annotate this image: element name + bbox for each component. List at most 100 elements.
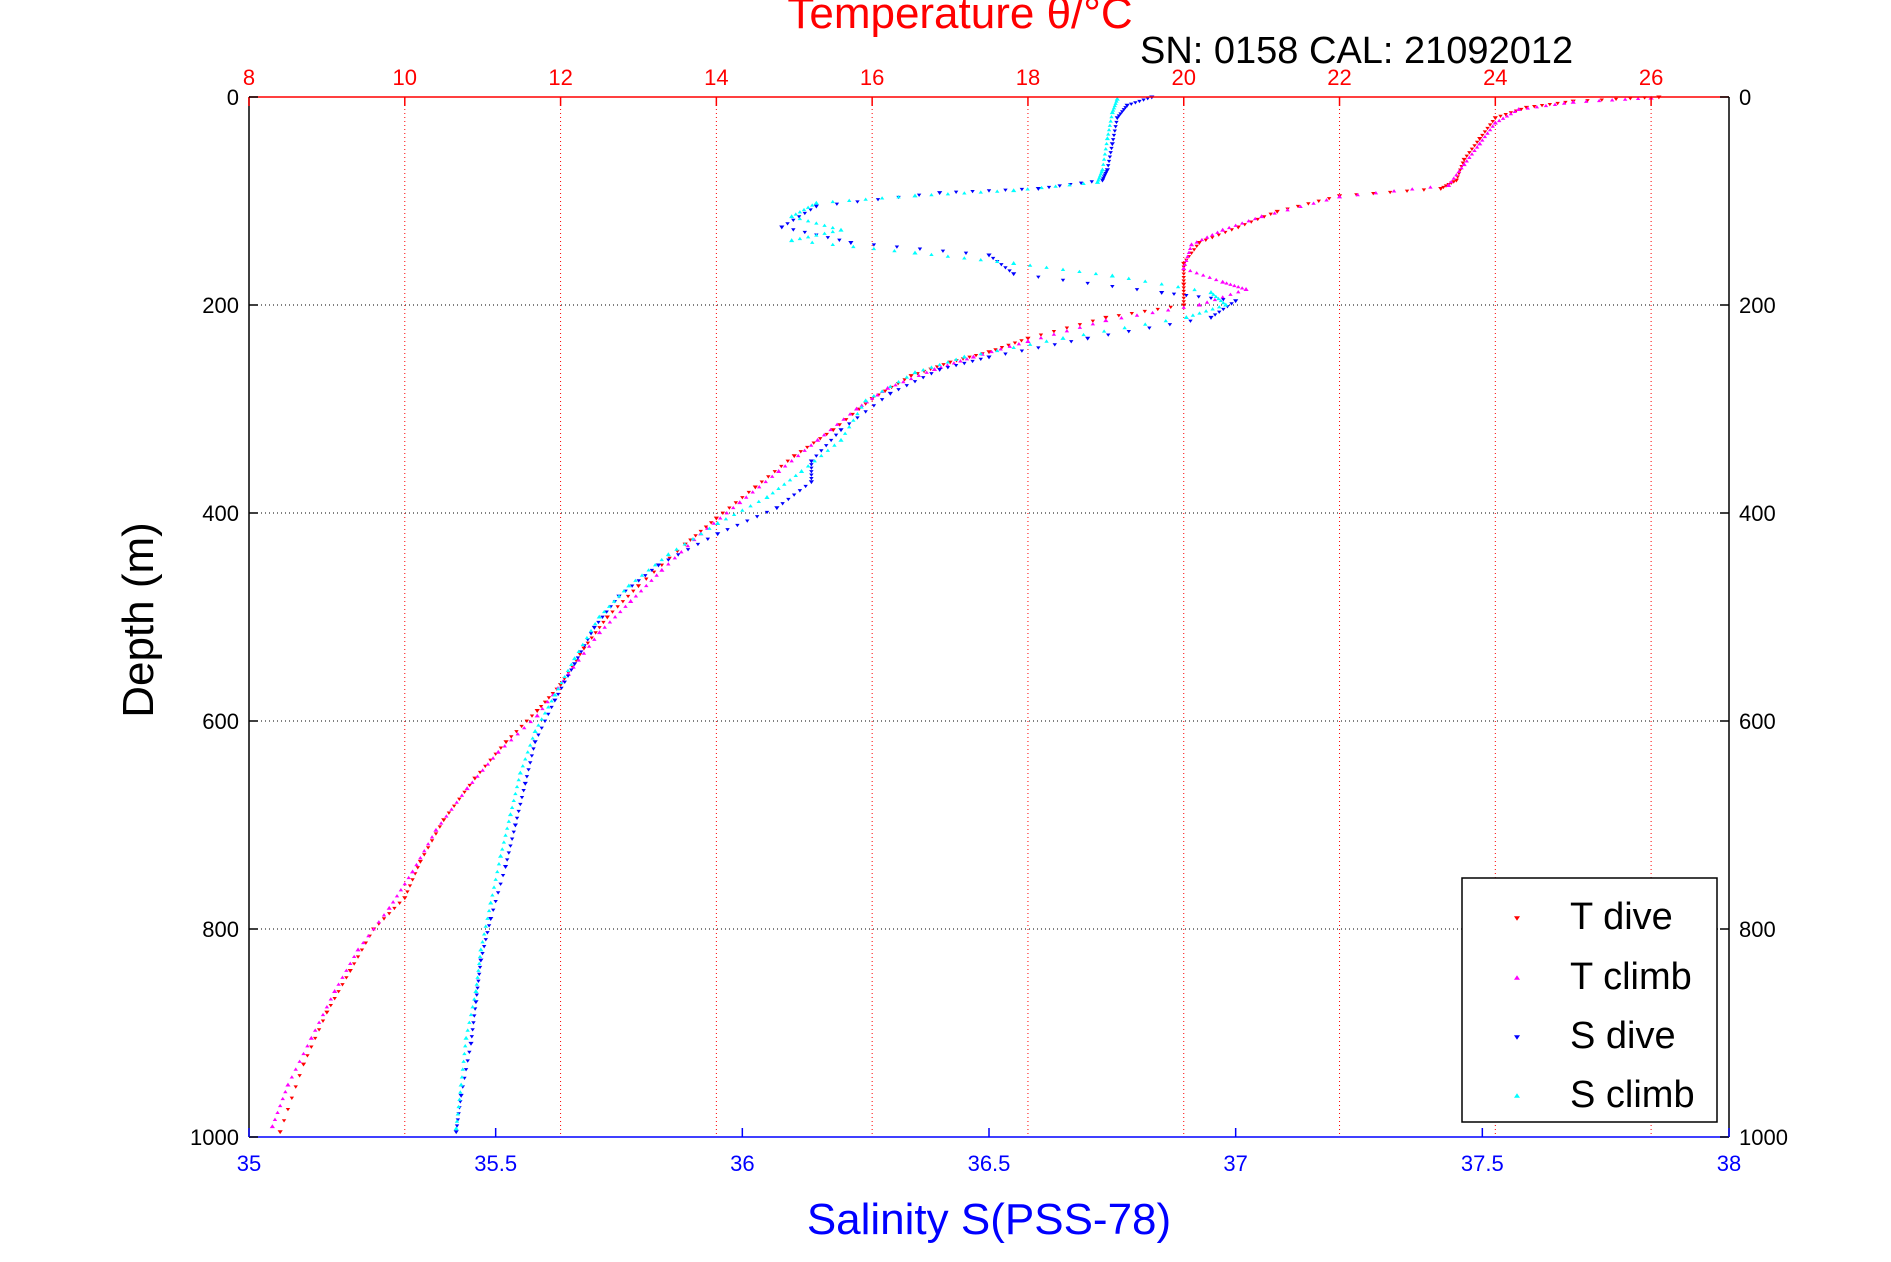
t-climb-interp-point bbox=[438, 821, 444, 825]
t-climb-interp-point bbox=[1077, 325, 1083, 329]
t-climb-interp-point bbox=[1188, 246, 1193, 250]
t-dive-interp-point bbox=[351, 962, 357, 966]
s-dive-point bbox=[458, 1093, 464, 1098]
t-dive-interp-point bbox=[538, 704, 544, 709]
t-climb-interp-point bbox=[1186, 250, 1192, 254]
t-dive-point bbox=[1103, 315, 1109, 320]
s-dive-interp-point bbox=[990, 256, 996, 261]
t-climb-point bbox=[931, 367, 938, 372]
t-dive-interp-point bbox=[824, 432, 829, 437]
s-climb-interp-point bbox=[472, 997, 477, 1001]
s-climb-interp-point bbox=[1175, 284, 1181, 289]
s-dive-point bbox=[848, 241, 854, 245]
s-dive-interp-point bbox=[1221, 307, 1226, 312]
s-dive-interp-point bbox=[735, 523, 740, 528]
t-dive-interp-point bbox=[746, 490, 752, 495]
s-climb-interp-point bbox=[812, 459, 817, 463]
s-dive-interp-point bbox=[945, 366, 951, 370]
t-climb-interp-point bbox=[313, 1028, 318, 1032]
s-dive-interp-point bbox=[1120, 110, 1125, 114]
t-climb-interp-point bbox=[789, 459, 794, 463]
s-climb-interp-point bbox=[470, 1005, 475, 1009]
t-dive-interp-point bbox=[1155, 307, 1160, 312]
s-climb-point bbox=[458, 1082, 464, 1087]
s-climb-interp-point bbox=[555, 686, 561, 691]
s-climb-interp-point bbox=[506, 819, 512, 823]
s-dive-point bbox=[887, 391, 893, 396]
s-dive-interp-point bbox=[1106, 333, 1111, 337]
s-dive-point bbox=[1114, 116, 1120, 121]
s-dive-interp-point bbox=[1217, 310, 1222, 314]
t-dive-interp-point bbox=[805, 445, 810, 450]
t-dive-interp-point bbox=[1404, 189, 1410, 193]
s-climb-interp-point bbox=[546, 705, 551, 709]
bottom-tick-label: 36 bbox=[730, 1151, 754, 1176]
s-climb-interp-point bbox=[513, 791, 518, 796]
s-dive-interp-point bbox=[1171, 292, 1177, 296]
s-climb-interp-point bbox=[516, 777, 521, 782]
t-climb-interp-point bbox=[1561, 101, 1567, 105]
s-climb-interp-point bbox=[1218, 298, 1224, 303]
s-climb-interp-point bbox=[822, 231, 827, 235]
t-dive-interp-point bbox=[1090, 319, 1096, 323]
t-climb-interp-point bbox=[654, 573, 659, 577]
s-dive-interp-point bbox=[791, 493, 797, 497]
t-climb-interp-point bbox=[623, 604, 628, 608]
s-climb-interp-point bbox=[1114, 99, 1119, 103]
s-climb-interp-point bbox=[929, 252, 934, 257]
t-dive-interp-point bbox=[766, 475, 771, 479]
s-dive-interp-point bbox=[1057, 184, 1062, 188]
t-climb-interp-point bbox=[336, 982, 341, 986]
t-dive-interp-point bbox=[363, 941, 369, 945]
t-climb-interp-point bbox=[344, 968, 349, 972]
s-climb-interp-point bbox=[1106, 127, 1112, 132]
s-climb-interp-point bbox=[929, 365, 934, 369]
s-climb-interp-point bbox=[871, 394, 877, 398]
t-dive-interp-point bbox=[1498, 114, 1503, 119]
s-climb-interp-point bbox=[830, 225, 835, 230]
s-dive-interp-point bbox=[504, 858, 510, 862]
s-climb-point bbox=[1223, 302, 1229, 307]
s-dive-interp-point bbox=[555, 692, 561, 697]
t-climb-interp-point bbox=[1224, 281, 1229, 285]
t-dive-interp-point bbox=[392, 906, 397, 911]
t-climb-interp-point bbox=[1543, 103, 1549, 108]
t-climb-point bbox=[970, 354, 977, 359]
t-climb-interp-point bbox=[1016, 342, 1022, 346]
s-climb-interp-point bbox=[921, 368, 926, 372]
s-climb-point bbox=[463, 1035, 469, 1040]
s-climb-interp-point bbox=[770, 491, 775, 495]
s-dive-interp-point bbox=[1121, 108, 1127, 112]
t-climb-interp-point bbox=[1485, 131, 1490, 135]
s-climb-interp-point bbox=[814, 221, 819, 225]
t-climb-interp-point bbox=[361, 940, 366, 945]
s-dive-interp-point bbox=[458, 1100, 463, 1104]
s-dive-interp-point bbox=[875, 198, 881, 202]
s-dive-interp-point bbox=[1112, 129, 1117, 133]
t-dive-interp-point bbox=[1051, 330, 1057, 334]
t-climb-interp-point bbox=[1212, 297, 1218, 302]
s-dive-interp-point bbox=[894, 245, 900, 249]
s-dive-interp-point bbox=[516, 809, 521, 814]
t-dive-interp-point bbox=[1441, 185, 1446, 190]
s-climb-point bbox=[1183, 315, 1189, 320]
s-dive-interp-point bbox=[1003, 188, 1008, 192]
s-climb-interp-point bbox=[1192, 287, 1197, 292]
t-climb-point bbox=[464, 786, 470, 791]
s-climb-interp-point bbox=[863, 197, 868, 201]
s-dive-interp-point bbox=[847, 422, 852, 426]
s-dive-interp-point bbox=[999, 263, 1004, 267]
legend-label-t-dive: T dive bbox=[1570, 896, 1673, 938]
t-dive-interp-point bbox=[1142, 309, 1147, 314]
t-dive-interp-point bbox=[1490, 119, 1495, 124]
t-climb-interp-point bbox=[1508, 112, 1514, 116]
s-climb-interp-point bbox=[576, 649, 581, 653]
s-climb-interp-point bbox=[1102, 152, 1108, 156]
right-tick-label: 800 bbox=[1739, 917, 1776, 942]
t-climb-point bbox=[269, 1124, 275, 1129]
s-dive-point bbox=[1233, 299, 1239, 304]
t-dive-interp-point bbox=[1482, 130, 1488, 134]
t-climb-point bbox=[853, 406, 860, 411]
s-climb-point bbox=[478, 947, 484, 952]
